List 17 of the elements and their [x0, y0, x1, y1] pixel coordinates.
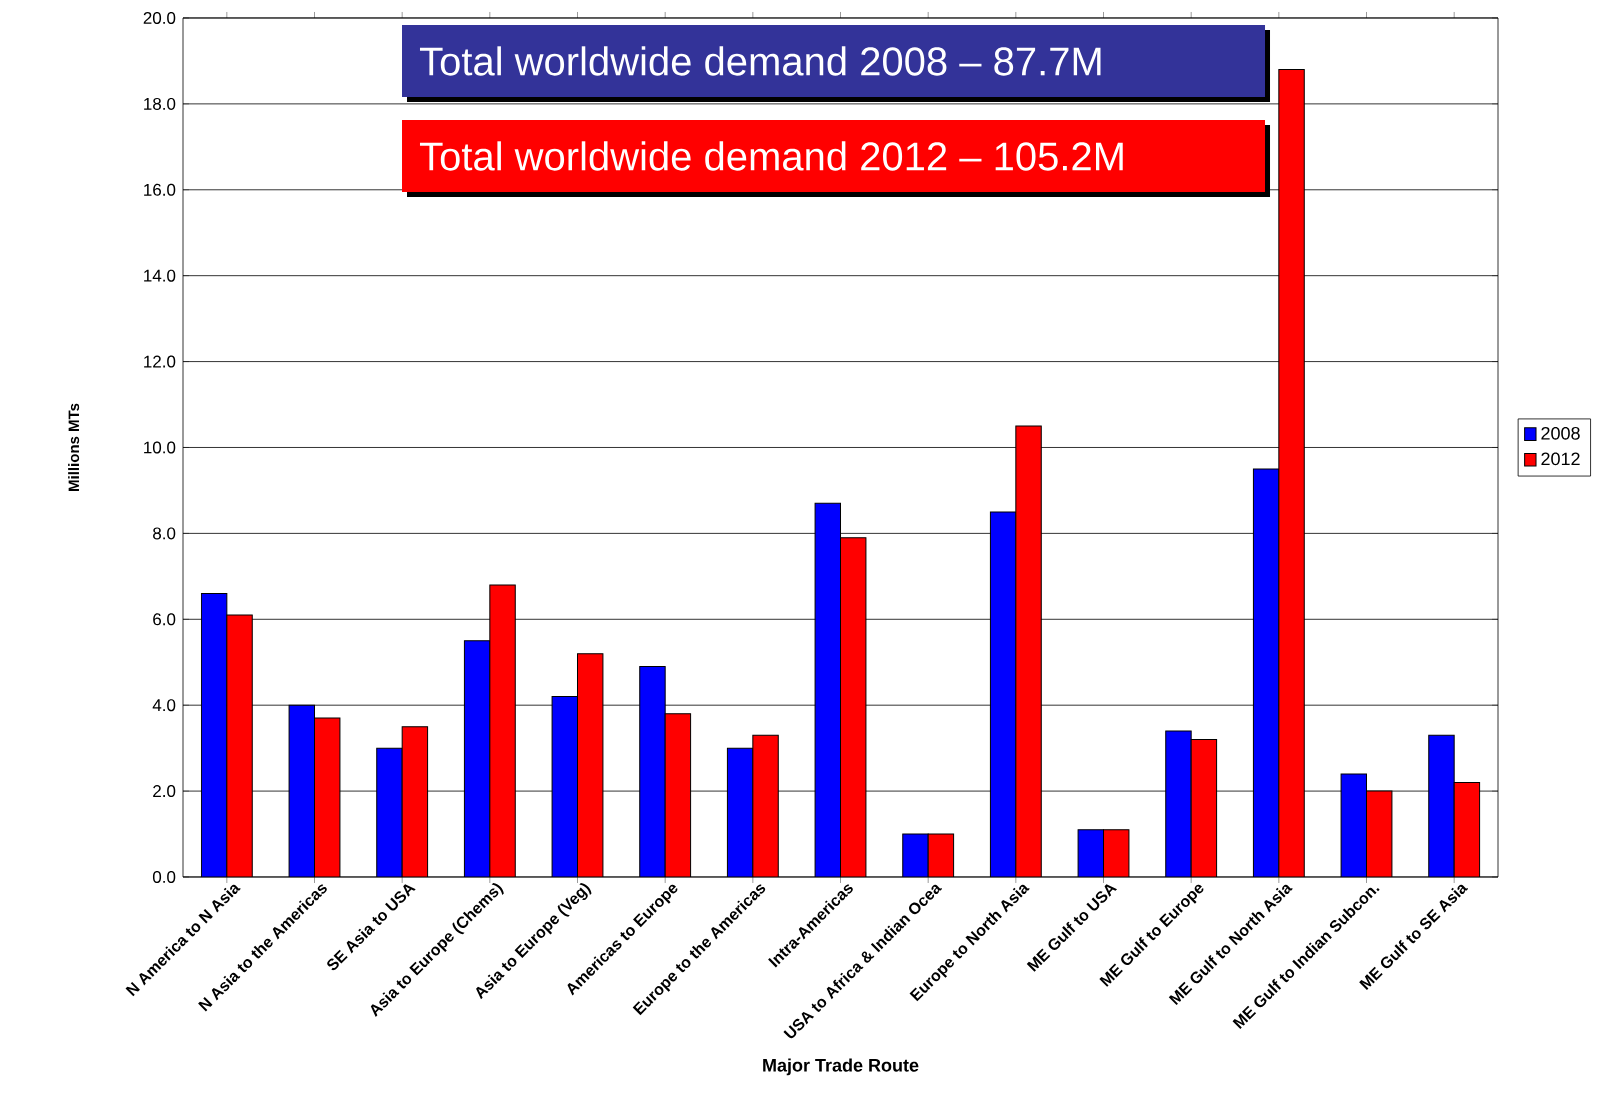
legend-label: 2012 [1541, 452, 1580, 466]
x-axis-title: Major Trade Route [763, 1058, 919, 1076]
y-tick-label: 0.0 [152, 870, 176, 883]
y-axis-title: Millions MTs [68, 403, 80, 491]
y-tick-label: 10.0 [144, 441, 176, 454]
y-tick-label: 20.0 [143, 11, 176, 24]
y-tick-label: 6.0 [153, 613, 176, 626]
y-tick-label: 8.0 [153, 527, 176, 540]
annotation: Total worldwide demand 2008 – 87.7M [419, 46, 1101, 76]
y-tick-label: 2.0 [153, 785, 176, 798]
y-tick-label: 14.0 [144, 269, 176, 282]
y-tick-label: 12.0 [144, 355, 176, 368]
y-tick-label: 16.0 [144, 183, 176, 196]
legend-label: 2008 [1541, 426, 1580, 440]
y-tick-label: 18.0 [144, 97, 176, 110]
y-tick-label: 4.0 [152, 699, 176, 712]
annotation: Total worldwide demand 2012 – 105.2M [419, 141, 1123, 171]
